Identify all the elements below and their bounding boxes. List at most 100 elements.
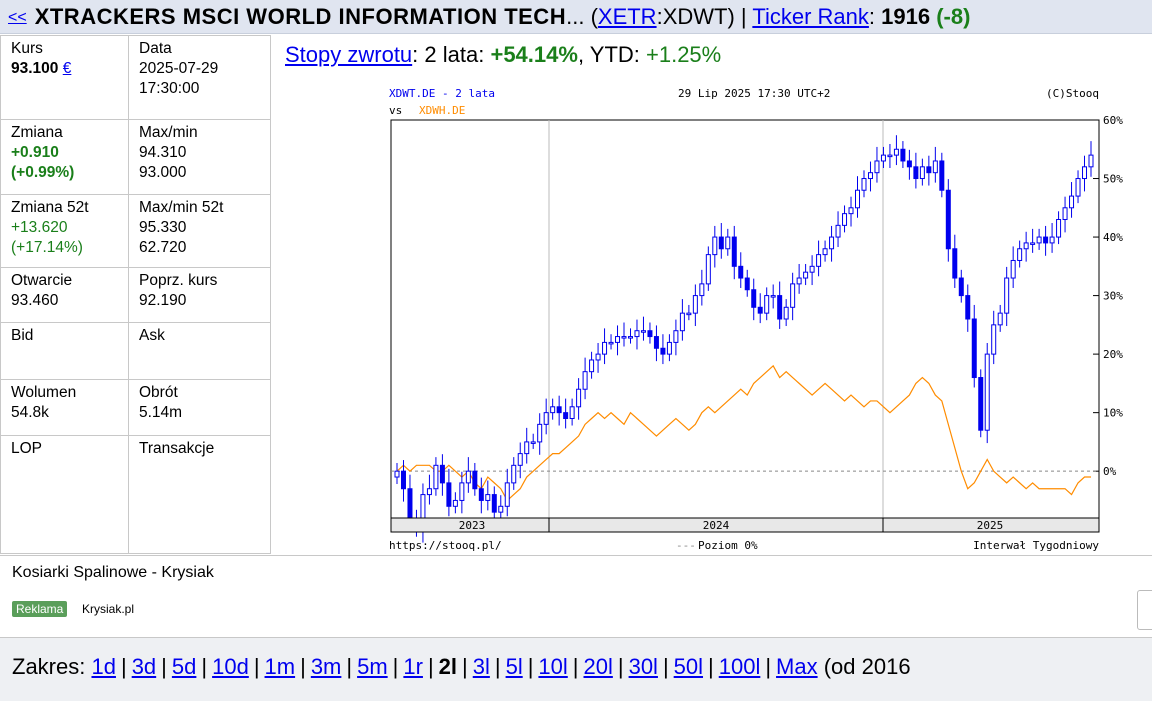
plot-frame <box>390 119 1100 519</box>
chart-title-vs: vs <box>389 104 402 117</box>
header-divider: | <box>740 4 747 29</box>
ad-arrow-button[interactable] <box>1137 590 1152 630</box>
quote-info-table: Kurs 93.100 € Data 2025-07-29 17:30:00 Z… <box>0 35 271 554</box>
candle-body <box>958 277 964 297</box>
candle-body <box>880 154 886 162</box>
returns-period-value: +54.14% <box>490 42 578 67</box>
chart-compare-name: XDWH.DE <box>419 104 465 117</box>
candle-body <box>855 189 861 209</box>
range-option-1m[interactable]: 1m <box>264 654 296 679</box>
candle-body <box>439 464 445 484</box>
range-option-5m[interactable]: 5m <box>357 654 388 679</box>
date-value: 2025-07-29 <box>139 60 219 77</box>
range-separator: | <box>300 654 306 679</box>
back-link[interactable]: << <box>8 9 27 26</box>
range-option-1r[interactable]: 1r <box>403 654 423 679</box>
range-separator: | <box>765 654 772 679</box>
candle-body <box>1023 242 1029 250</box>
range-option-Max[interactable]: Max <box>776 654 818 679</box>
candle-body <box>608 341 614 345</box>
candle-body <box>867 172 873 180</box>
obrot-value: 5.14m <box>139 404 183 421</box>
candle-body <box>965 295 971 320</box>
candle-body <box>1082 166 1088 180</box>
candle-body <box>1069 195 1075 209</box>
range-separator: | <box>572 654 579 679</box>
maxmin52-label: Max/min 52t <box>139 199 224 216</box>
candle-body <box>452 499 458 507</box>
candle-body <box>939 160 945 191</box>
exchange-open-paren: ( <box>590 4 598 29</box>
symbol: XDWT <box>662 4 728 29</box>
otwarcie-value: 93.460 <box>11 292 59 309</box>
candle-body <box>524 441 530 455</box>
candle-body <box>997 312 1003 326</box>
range-option-10d[interactable]: 10d <box>212 654 249 679</box>
x-tick-label: 2024 <box>703 519 730 532</box>
candle-body <box>556 406 562 414</box>
rank-value: 1916 <box>881 4 931 29</box>
returns-link[interactable]: Stopy zwrotu <box>285 42 413 67</box>
currency-link[interactable]: € <box>62 60 72 77</box>
zmiana-value: +0.910 <box>11 144 59 161</box>
candle-body <box>757 306 763 314</box>
maxmin-cell: Max/min 94.310 93.000 <box>128 119 271 195</box>
symbol-separator: : <box>656 4 663 29</box>
candle-body <box>537 423 543 443</box>
returns-comma: , <box>577 42 590 67</box>
chart-title-center: 29 Lip 2025 17:30 UTC+2 <box>678 87 830 100</box>
exchange-link[interactable]: XETR <box>597 4 657 29</box>
range-option-2l: 2l <box>438 654 458 679</box>
candle-body <box>932 160 938 174</box>
chart-copyright: (C)Stooq <box>1046 87 1099 100</box>
ask-cell: Ask <box>128 322 271 380</box>
candle-body <box>952 248 958 279</box>
price-chart[interactable]: XDWT.DE - 2 lata vs XDWH.DE 29 Lip 2025 … <box>386 82 1152 554</box>
zmiana-label: Zmiana <box>11 124 63 141</box>
range-separator: | <box>427 654 434 679</box>
returns-colon: : <box>412 42 425 67</box>
range-separator: | <box>120 654 127 679</box>
poprz-cell: Poprz. kurs 92.190 <box>128 267 271 323</box>
ad-title[interactable]: Kosiarki Spalinowe - Krysiak <box>12 564 214 581</box>
candle-body <box>517 453 523 466</box>
range-option-20l[interactable]: 20l <box>583 654 613 679</box>
candle-body <box>1062 207 1068 221</box>
gridlines <box>548 120 884 518</box>
ad-domain[interactable]: Krysiak.pl <box>82 602 135 616</box>
range-option-5d[interactable]: 5d <box>171 654 197 679</box>
range-option-50l[interactable]: 50l <box>673 654 704 679</box>
range-option-5l[interactable]: 5l <box>505 654 523 679</box>
y-tick-label: 40% <box>1103 231 1123 244</box>
candle-body <box>569 406 575 420</box>
candle-body <box>426 488 432 496</box>
candle-body <box>478 488 484 501</box>
range-option-3d[interactable]: 3d <box>131 654 157 679</box>
ticker-rank-link[interactable]: Ticker Rank <box>752 4 869 29</box>
zmiana-pct: (+0.99%) <box>11 164 75 181</box>
zmiana52-value: +13.620 <box>11 219 68 236</box>
range-option-100l[interactable]: 100l <box>718 654 761 679</box>
candle-body <box>705 254 711 285</box>
otwarcie-cell: Otwarcie 93.460 <box>0 267 129 323</box>
candle-body <box>543 412 549 425</box>
range-option-3l[interactable]: 3l <box>472 654 490 679</box>
chart-title-left: XDWT.DE - 2 lata <box>389 87 495 100</box>
obrot-cell: Obrót 5.14m <box>128 379 271 436</box>
range-option-30l[interactable]: 30l <box>628 654 658 679</box>
range-option-3m[interactable]: 3m <box>310 654 342 679</box>
data-label: Data <box>139 40 172 57</box>
transakcje-cell: Transakcje <box>128 435 271 554</box>
candle-body <box>712 236 718 256</box>
candle-body <box>725 236 731 250</box>
ad-block[interactable]: Kosiarki Spalinowe - Krysiak Reklama Kry… <box>0 555 1152 637</box>
range-separator: | <box>462 654 468 679</box>
candle-body <box>900 148 906 162</box>
candle-body <box>822 248 828 256</box>
range-separator: | <box>201 654 208 679</box>
candle-body <box>582 371 588 390</box>
kurs-cell: Kurs 93.100 € <box>0 35 129 120</box>
candle-body <box>679 312 685 332</box>
range-option-10l[interactable]: 10l <box>538 654 568 679</box>
range-option-1d[interactable]: 1d <box>91 654 116 679</box>
